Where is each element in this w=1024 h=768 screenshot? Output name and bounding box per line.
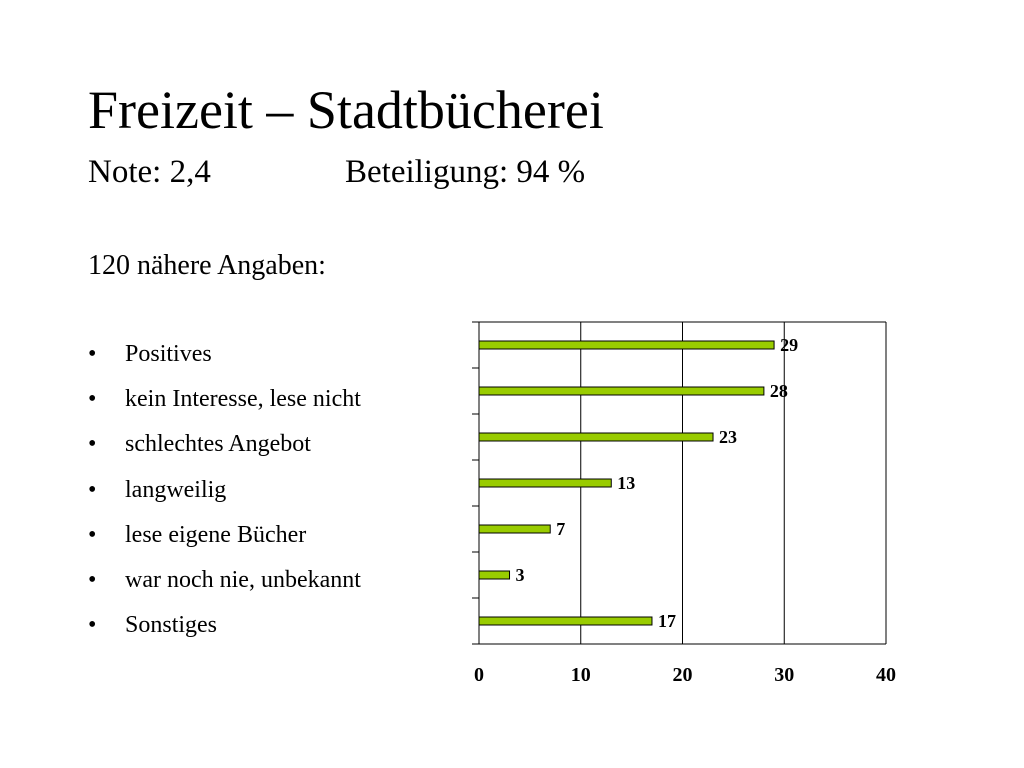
bullet-icon: • [88, 566, 97, 593]
data-label: 23 [719, 427, 737, 447]
bullet-icon: • [88, 341, 97, 367]
bar [478, 478, 612, 488]
list-item-label: schlechtes Angebot [125, 431, 311, 458]
bullet-icon: • [88, 386, 97, 413]
bullet-icon: • [88, 431, 97, 458]
x-tick-label: 10 [571, 664, 591, 686]
list-item-label: kein Interesse, lese nicht [125, 386, 361, 413]
bar [478, 616, 653, 626]
list-item-label: langweilig [125, 476, 227, 503]
list-item: • langweilig [88, 472, 361, 517]
bullet-icon: • [88, 612, 97, 639]
list-item: • lese eigene Bücher [88, 517, 361, 562]
bar [478, 570, 511, 580]
grade-note: Note: 2,4 [88, 154, 211, 190]
bar [478, 432, 714, 442]
data-label: 17 [658, 611, 676, 631]
x-tick-label: 40 [876, 664, 896, 686]
slide-title: Freizeit – Stadtbücherei [88, 80, 604, 140]
x-tick-label: 30 [774, 664, 794, 686]
data-label: 13 [617, 473, 635, 493]
list-item: • schlechtes Angebot [88, 426, 361, 471]
x-tick-label: 20 [673, 664, 693, 686]
list-item: • war noch nie, unbekannt [88, 562, 361, 607]
bar [478, 386, 765, 396]
data-label: 7 [556, 519, 565, 539]
bullet-icon: • [88, 476, 97, 503]
list-item-label: war noch nie, unbekannt [125, 566, 361, 593]
details-heading: 120 nähere Angaben: [88, 250, 326, 281]
list-item-label: lese eigene Bücher [125, 521, 307, 548]
list-item-label: Sonstiges [125, 612, 218, 639]
participation-rate: Beteiligung: 94 % [345, 154, 586, 190]
list-item: • Positives [88, 336, 361, 381]
data-label: 3 [516, 565, 525, 585]
data-label: 28 [770, 381, 788, 401]
list-item: • kein Interesse, lese nicht [88, 381, 361, 426]
answer-list: • Positives • kein Interesse, lese nicht •… [88, 336, 361, 652]
list-item: • Sonstiges [88, 607, 361, 652]
bar [478, 524, 551, 534]
bullet-icon: • [88, 521, 97, 548]
bar [478, 340, 775, 350]
list-item-label: Positives [125, 341, 212, 367]
data-label: 29 [780, 335, 798, 355]
bar-chart: 29 28 23 13 7 3 17 0 10 20 30 40 [472, 321, 896, 686]
x-tick-label: 0 [474, 664, 484, 686]
